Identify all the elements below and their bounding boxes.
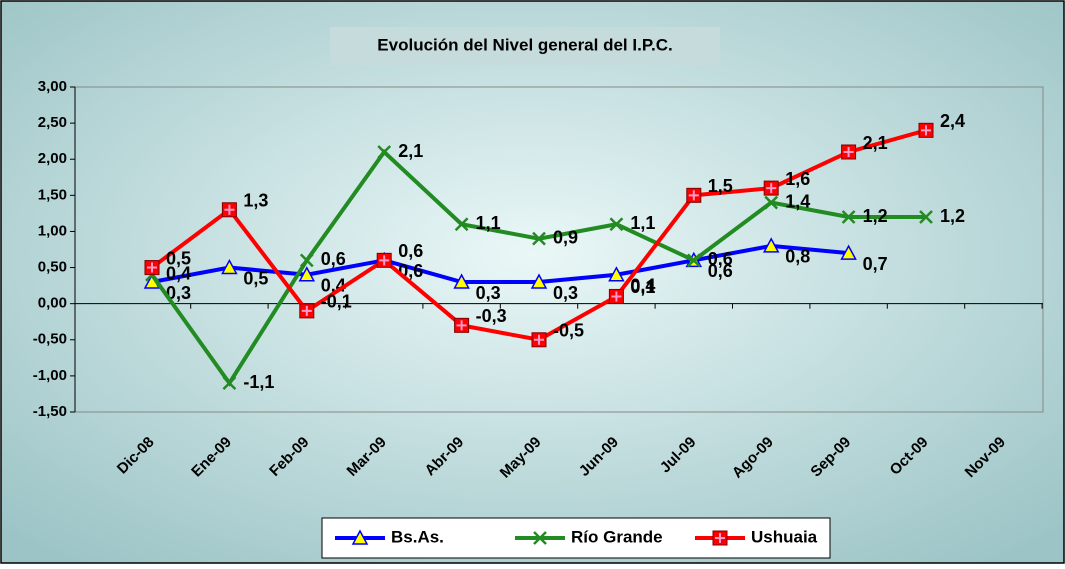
data-label: 0,5	[243, 268, 268, 288]
marker-cross	[611, 291, 622, 302]
marker-cross	[301, 305, 312, 316]
data-label: 0,9	[553, 227, 578, 247]
legend-label: Ushuaia	[751, 527, 818, 546]
y-tick-label: 1,50	[38, 186, 67, 203]
point-marker	[686, 253, 701, 268]
series-line	[151, 243, 849, 284]
data-label: -0,3	[476, 306, 507, 326]
marker-cross	[715, 533, 725, 543]
data-label: 1,5	[708, 176, 733, 196]
y-tick-label: 3,00	[38, 78, 67, 95]
data-label: 1,4	[785, 191, 810, 211]
y-tick-label: -1,00	[33, 367, 67, 384]
marker-cross	[379, 255, 390, 266]
point-marker	[222, 376, 237, 390]
marker-cross	[456, 320, 467, 331]
point-marker	[764, 195, 779, 210]
data-label: 0,3	[553, 283, 578, 303]
data-label: 0,3	[166, 283, 191, 303]
y-tick-label: 2,00	[38, 150, 67, 167]
y-tick-label: -0,50	[33, 331, 67, 348]
data-label: 2,1	[863, 133, 888, 153]
marker-cross	[224, 204, 235, 215]
point-marker	[609, 217, 624, 232]
point-marker	[454, 217, 469, 232]
y-tick-label: -1,50	[33, 403, 67, 420]
data-label: 0,6	[708, 261, 733, 281]
data-label: 1,6	[785, 169, 810, 189]
marker-cross	[766, 183, 777, 194]
data-label: 0,5	[166, 248, 191, 268]
y-tick-label: 2,50	[38, 114, 67, 131]
data-label: 1,3	[243, 191, 268, 211]
point-marker	[608, 266, 625, 282]
data-label: 0,6	[708, 249, 733, 269]
data-label: 0,6	[398, 261, 423, 281]
point-marker	[840, 244, 857, 260]
legend-marker	[351, 529, 369, 545]
data-label: 2,1	[398, 141, 423, 161]
data-label: 0,7	[863, 254, 888, 274]
data-label: 0,6	[321, 249, 346, 269]
point-marker	[298, 266, 316, 282]
data-label: 2,4	[940, 111, 965, 131]
marker-cross	[534, 334, 544, 345]
legend-box	[321, 517, 831, 559]
point-marker	[299, 253, 314, 268]
data-label: 1,1	[630, 213, 655, 233]
y-tick-label: 0,00	[38, 295, 67, 312]
data-label: 0,8	[785, 247, 810, 267]
chart-title: Evolución del Nivel general del I.P.C.	[377, 35, 672, 54]
data-label: -0,5	[553, 321, 584, 341]
marker-cross	[843, 147, 854, 157]
title-box	[330, 27, 720, 65]
data-label: 0,6	[398, 241, 423, 261]
point-marker	[377, 145, 392, 159]
point-marker	[841, 210, 856, 224]
data-label: 1,2	[940, 206, 965, 226]
data-label: -0,1	[321, 292, 352, 312]
marker-cross	[688, 190, 699, 201]
data-label: 1,1	[476, 213, 501, 233]
point-marker	[532, 231, 546, 246]
point-marker	[919, 210, 933, 224]
y-tick-label: 0,50	[38, 259, 67, 276]
legend-label: Bs.As.	[391, 527, 444, 546]
legend-label: Río Grande	[571, 527, 663, 546]
legend-marker	[533, 531, 547, 545]
point-marker	[453, 273, 470, 289]
data-label: 0,3	[476, 283, 501, 303]
marker-cross	[147, 262, 157, 273]
data-label: -1,1	[243, 372, 274, 392]
y-tick-label: 1,00	[38, 222, 67, 239]
marker-cross	[921, 125, 931, 136]
data-label: 0,4	[166, 264, 191, 284]
point-marker	[530, 273, 548, 289]
point-marker	[762, 237, 780, 253]
data-label: 0,4	[630, 276, 655, 296]
data-label: 0,1	[630, 277, 655, 297]
data-label: 1,2	[863, 206, 888, 226]
point-marker	[221, 258, 238, 275]
